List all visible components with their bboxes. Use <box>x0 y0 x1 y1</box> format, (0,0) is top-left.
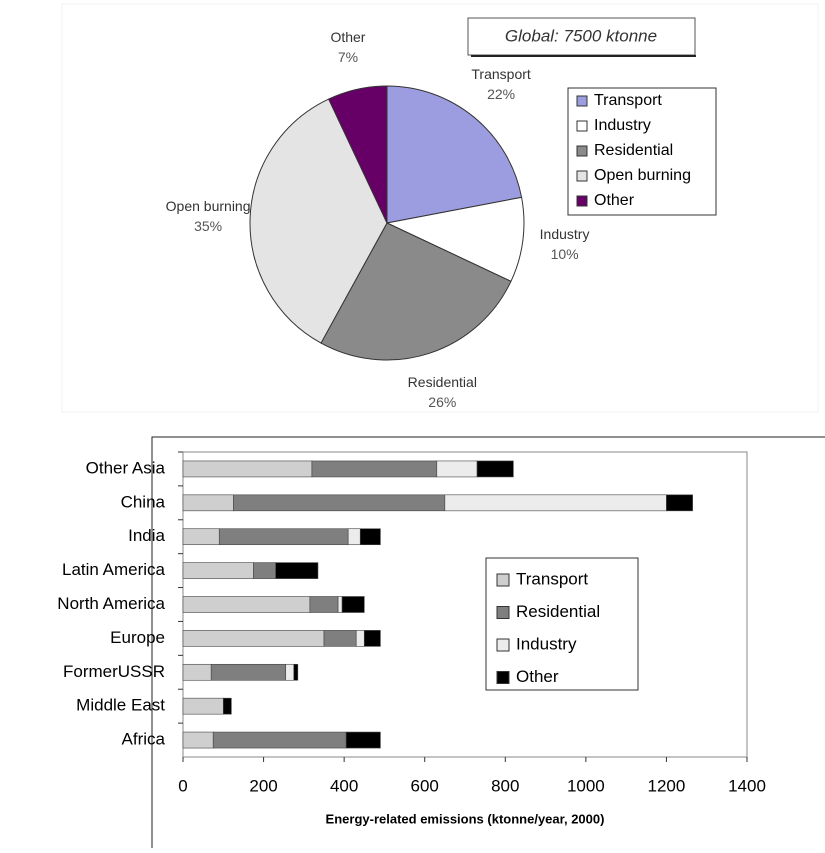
slice-label: Transport <box>471 66 531 82</box>
bar-segment <box>212 731 347 749</box>
pie-slice <box>386 85 523 224</box>
legend-swatch <box>576 95 588 107</box>
slice-label: Industry <box>540 226 590 242</box>
slice-value-label: 35% <box>194 218 222 234</box>
bar-segment <box>218 528 349 546</box>
legend-swatch <box>496 671 510 684</box>
bar-segment <box>285 663 295 681</box>
legend-label: Other <box>594 192 635 209</box>
bar-segment <box>337 596 343 613</box>
x-tick-label: 1000 <box>567 776 605 795</box>
y-tick-label: China <box>121 492 166 511</box>
bar-segment <box>182 697 224 715</box>
legend-label: Other <box>516 667 559 686</box>
slice-value-label: 22% <box>487 86 515 102</box>
legend-label: Industry <box>594 117 651 134</box>
bar-segment <box>355 630 365 647</box>
bar-segment <box>182 663 212 681</box>
y-tick-label: Europe <box>110 628 165 647</box>
bar-segment <box>311 460 438 478</box>
slice-label: Open burning <box>166 198 251 214</box>
legend-swatch <box>576 170 588 182</box>
bar-segment <box>182 528 220 546</box>
bar-segment <box>476 460 514 478</box>
legend-swatch <box>496 573 510 587</box>
pie-slice <box>328 85 388 224</box>
bar-segment <box>341 596 365 613</box>
pie-legend-box <box>567 87 717 216</box>
bar-segment <box>359 528 381 546</box>
bar-segment <box>345 731 381 749</box>
bar-segment <box>347 528 361 546</box>
bar-segment <box>182 562 254 579</box>
bar-segment <box>210 663 287 681</box>
x-tick-label: 1400 <box>728 776 766 795</box>
bar-segment <box>444 494 667 512</box>
bar-segment <box>323 630 357 647</box>
y-tick-label: Latin America <box>62 560 166 579</box>
annotation: Global: 7500 ktonne <box>505 26 657 45</box>
y-tick-label: Other Asia <box>86 458 166 477</box>
x-tick-label: 200 <box>249 776 277 795</box>
bar-segment <box>182 731 214 749</box>
annotation-box <box>467 17 696 56</box>
legend-swatch <box>576 120 588 132</box>
bar-segment <box>182 596 311 613</box>
bar-segment <box>293 663 299 681</box>
pie-slice <box>249 98 388 344</box>
bar-segment <box>182 630 325 647</box>
pie-slice <box>385 196 525 282</box>
slice-label: Residential <box>408 374 477 390</box>
bar-segment <box>222 697 232 715</box>
bar-segment <box>275 562 319 579</box>
x-tick-label: 400 <box>330 776 358 795</box>
x-tick-label: 800 <box>491 776 519 795</box>
legend-label: Transport <box>516 569 588 588</box>
bar-segment <box>233 494 446 512</box>
y-tick-label: Middle East <box>76 696 165 715</box>
x-tick-label: 0 <box>178 776 187 795</box>
legend-swatch <box>496 638 510 652</box>
legend-label: Residential <box>516 602 600 621</box>
y-tick-label: FormerUSSR <box>63 662 165 681</box>
legend-label: Transport <box>594 92 662 109</box>
slice-value-label: 26% <box>428 394 456 410</box>
x-tick-label: 600 <box>411 776 439 795</box>
legend-label: Open burning <box>594 167 691 184</box>
y-tick-label: North America <box>57 594 165 613</box>
legend-label: Industry <box>516 634 577 653</box>
bar-segment <box>182 494 234 512</box>
legend-swatch <box>576 195 588 207</box>
bar-segment <box>309 596 339 613</box>
bar-segment <box>253 562 276 579</box>
legend-swatch <box>496 606 510 619</box>
slice-value-label: 10% <box>551 246 579 262</box>
legend-swatch <box>576 145 588 157</box>
slice-value-label: 7% <box>338 49 358 65</box>
bar-segment <box>363 630 381 647</box>
bar-legend-box <box>485 557 639 691</box>
slice-label: Other <box>330 29 365 45</box>
bar-segment <box>182 460 313 478</box>
bar-segment <box>436 460 478 478</box>
y-tick-label: Africa <box>122 730 166 749</box>
bar-segment <box>666 494 693 512</box>
legend-label: Residential <box>594 142 673 159</box>
x-tick-label: 1200 <box>648 776 686 795</box>
x-axis-label: Energy-related emissions (ktonne/year, 2… <box>326 811 605 826</box>
y-tick-label: India <box>128 526 165 545</box>
